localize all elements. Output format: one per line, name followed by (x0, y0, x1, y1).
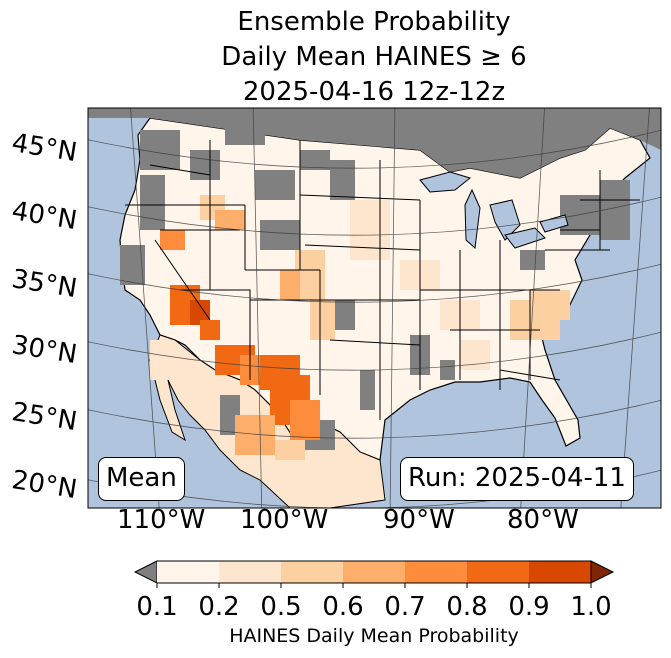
probability-cell (330, 160, 355, 200)
colorbar-tick-2: 0.5 (260, 592, 302, 622)
lon-label-100w: 100°W (240, 505, 329, 535)
colorbar-tick-3: 0.6 (322, 592, 364, 622)
title-line-3: 2025-04-16 12z-12z (242, 77, 506, 107)
probability-cell (530, 290, 570, 320)
colorbar-tick-7: 1.0 (570, 592, 612, 622)
lon-label-80w: 80°W (507, 505, 579, 535)
probability-cell (260, 220, 300, 250)
probability-cell (300, 150, 330, 170)
probability-cell (275, 440, 305, 460)
probability-cell (190, 150, 220, 180)
colorbar-bin-4 (405, 561, 467, 583)
colorbar-bin-3 (343, 561, 405, 583)
probability-cell (290, 400, 320, 440)
probability-cell (140, 130, 180, 170)
colorbar-over-arrow (590, 560, 615, 584)
colorbar-bin-1 (219, 561, 281, 583)
probability-cell (520, 250, 545, 270)
probability-cell (225, 120, 265, 145)
mean-label: Mean (98, 457, 185, 501)
lon-label-90w: 90°W (383, 505, 455, 535)
probability-cell (440, 360, 455, 380)
title-line-2: Daily Mean HAINES ≥ 6 (221, 42, 527, 72)
title-line-1: Ensemble Probability (237, 7, 511, 37)
colorbar-bin-2 (281, 561, 343, 583)
map-frame (87, 107, 662, 509)
lakes (419, 171, 569, 250)
colorbar-bin-6 (529, 561, 591, 583)
graticule (88, 108, 661, 508)
probability-cell (150, 340, 170, 380)
colorbar-tick-6: 0.9 (508, 592, 550, 622)
colorbar-tick-1: 0.2 (198, 592, 240, 622)
colorbar-under-arrow (133, 560, 158, 584)
colorbar-bin-5 (467, 561, 529, 583)
colorbar-tick-5: 0.8 (446, 592, 488, 622)
colorbar-bin-0 (157, 561, 219, 583)
probability-cell (310, 300, 335, 340)
probability-cell (255, 170, 295, 200)
colorbar (133, 560, 615, 588)
probability-cell (350, 200, 390, 260)
state-borders (125, 140, 640, 420)
probability-cell (120, 245, 145, 285)
colorbar-tick-0: 0.1 (136, 592, 178, 622)
probability-cell (160, 230, 185, 250)
probability-cell (190, 300, 210, 325)
run-date-label: Run: 2025-04-11 (400, 457, 634, 501)
probability-cell (280, 270, 300, 300)
probability-cell (215, 210, 245, 230)
colorbar-tick-4: 0.7 (384, 592, 426, 622)
probability-cell (560, 195, 605, 235)
probability-cell (140, 175, 165, 230)
probability-cell (360, 370, 375, 410)
lon-label-110w: 110°W (117, 505, 206, 535)
colorbar-label: HAINES Daily Mean Probability (229, 625, 519, 647)
probability-cell (200, 320, 220, 340)
